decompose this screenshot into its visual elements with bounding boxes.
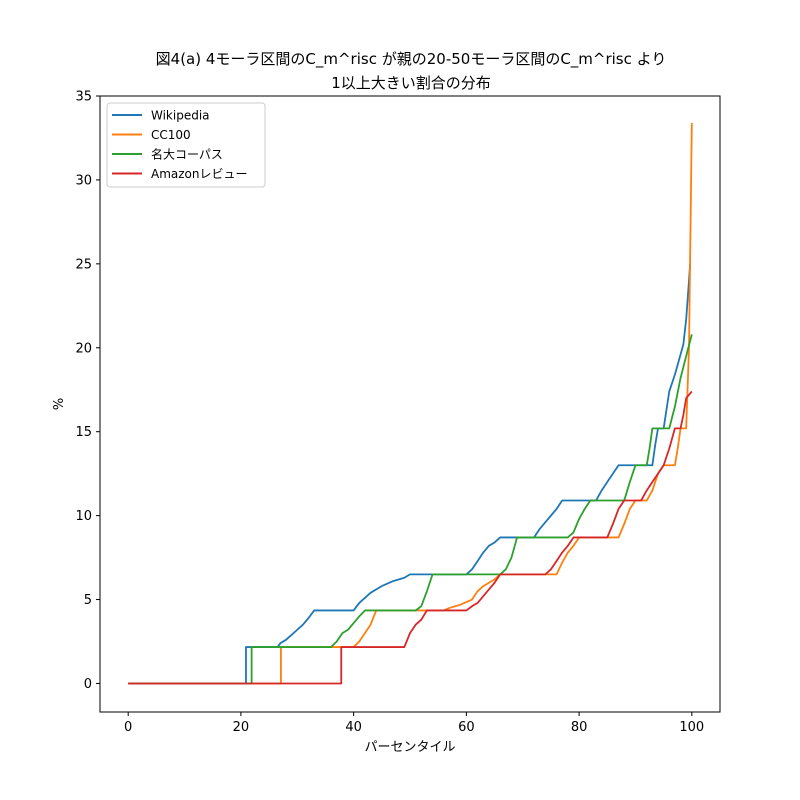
series-line-amazon-reviews: [128, 390, 693, 685]
y-axis-label: %: [52, 398, 67, 410]
y-tick-label: 0: [84, 677, 92, 692]
y-tick-label: 10: [75, 509, 92, 524]
x-axis-label: パーセンタイル: [364, 740, 455, 755]
axis-ticks: 0 20 40 60 80 100 0 5 10 15 20 25 30 35: [75, 90, 704, 736]
legend-label-cc100: CC100: [151, 128, 191, 142]
y-tick-label: 15: [75, 425, 92, 440]
series-line-cc100: [128, 122, 693, 685]
y-tick-label: 20: [75, 341, 92, 356]
chart-title-line-1: 図4(a) 4モーラ区間のC_m^risc が親の20-50モーラ区間のC_m^…: [156, 50, 667, 69]
y-tick-label: 5: [84, 593, 92, 608]
legend: Wikipedia CC100 名大コーパス Amazonレビュー: [106, 102, 266, 188]
x-tick-label: 40: [345, 720, 362, 735]
legend-box: [106, 102, 266, 188]
legend-label-wikipedia: Wikipedia: [151, 109, 210, 123]
chart-title-line-2: 1以上大きい割合の分布: [331, 74, 491, 92]
legend-label-amazon-reviews: Amazonレビュー: [151, 167, 248, 181]
y-tick-label: 30: [75, 173, 92, 188]
plot-area: [99, 95, 721, 713]
y-tick-label: 25: [75, 257, 92, 272]
x-tick-label: 60: [458, 720, 475, 735]
legend-label-nagoya-corpus: 名大コーパス: [151, 147, 223, 162]
x-tick-label: 100: [679, 720, 704, 735]
series-layer: [128, 122, 693, 685]
x-tick-label: 80: [571, 720, 588, 735]
y-tick-label: 35: [75, 90, 92, 105]
x-tick-label: 0: [124, 720, 132, 735]
series-line-wikipedia: [128, 263, 692, 685]
series-line-nagoya-corpus: [128, 334, 693, 685]
x-tick-label: 20: [233, 720, 250, 735]
